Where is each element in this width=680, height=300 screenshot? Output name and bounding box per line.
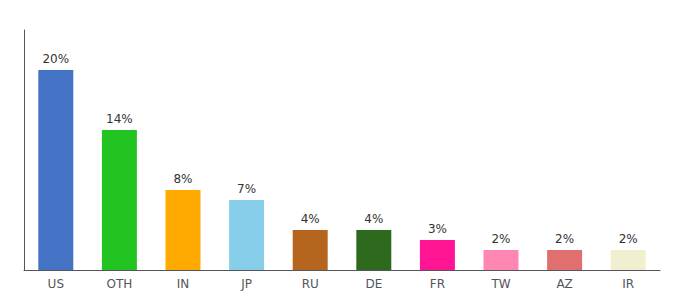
svg-text:US: US [48,277,64,291]
svg-text:IR: IR [622,277,634,291]
svg-text:20%: 20% [42,52,69,66]
svg-text:8%: 8% [173,172,192,186]
svg-text:AZ: AZ [556,277,572,291]
svg-text:IN: IN [177,277,190,291]
svg-text:4%: 4% [364,212,383,226]
svg-text:2%: 2% [555,232,574,246]
svg-text:2%: 2% [491,232,510,246]
svg-text:4%: 4% [301,212,320,226]
svg-text:3%: 3% [428,222,447,236]
svg-text:JP: JP [240,277,252,291]
svg-text:RU: RU [302,277,319,291]
svg-text:OTH: OTH [106,277,132,291]
svg-text:TW: TW [490,277,510,291]
svg-text:DE: DE [365,277,382,291]
svg-text:14%: 14% [106,112,133,126]
svg-text:2%: 2% [619,232,638,246]
svg-text:FR: FR [430,277,445,291]
svg-text:7%: 7% [237,182,256,196]
